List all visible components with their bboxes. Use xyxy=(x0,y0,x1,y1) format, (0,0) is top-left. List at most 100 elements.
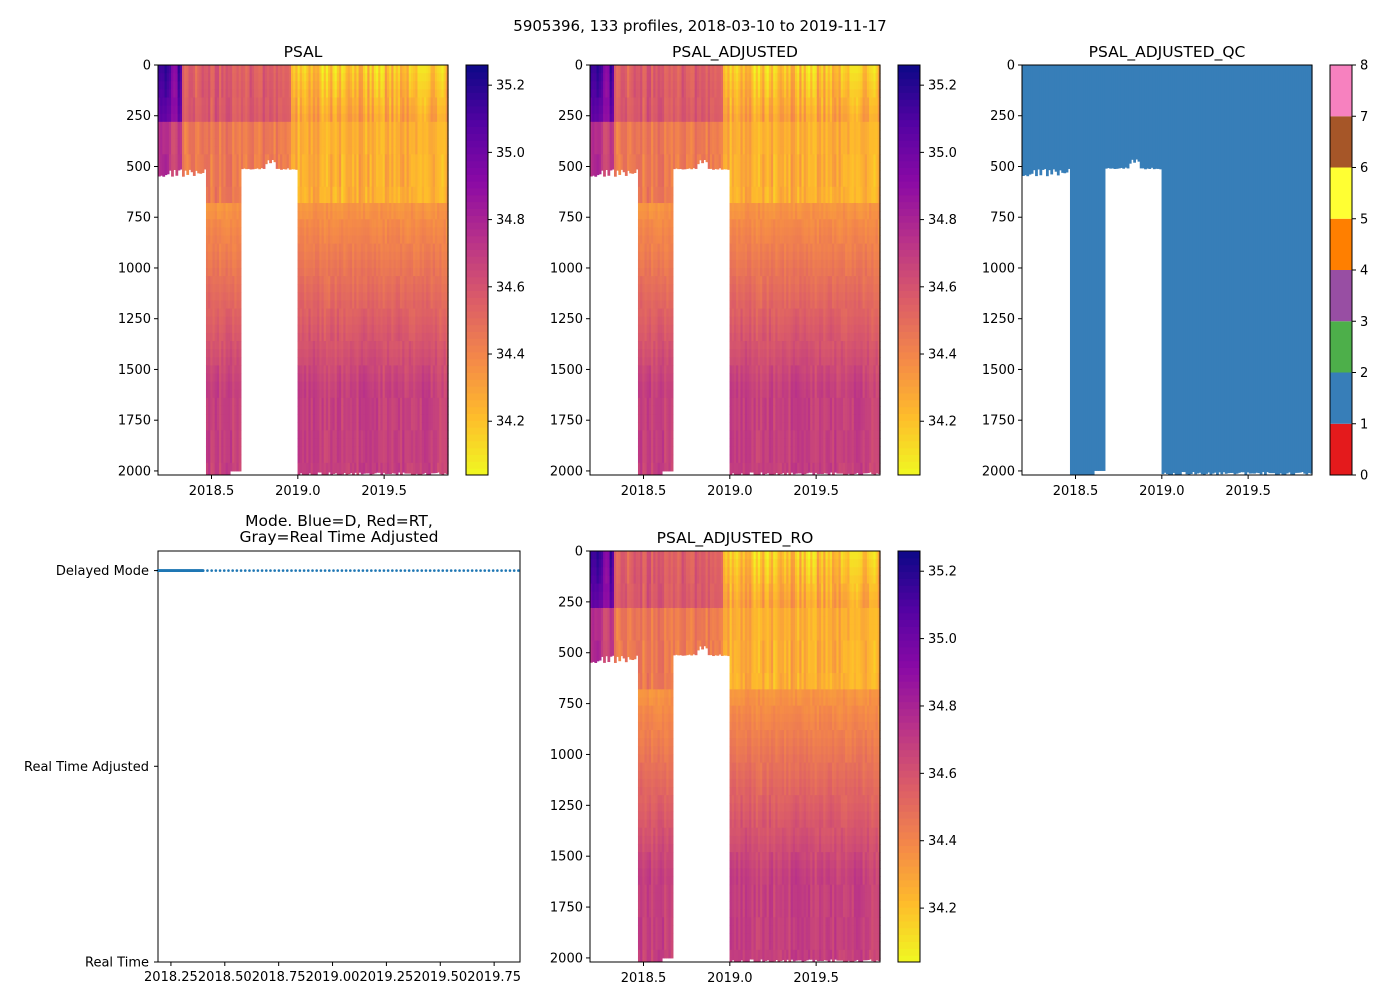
salinity-cell xyxy=(304,219,307,228)
salinity-cell xyxy=(181,162,185,172)
salinity-cell xyxy=(214,219,218,228)
salinity-cell xyxy=(208,81,211,90)
salinity-cell xyxy=(238,373,242,383)
salinity-cell xyxy=(227,397,231,407)
salinity-cell xyxy=(297,113,301,123)
salinity-cell xyxy=(214,454,218,464)
salinity-cell xyxy=(328,129,331,139)
salinity-cell xyxy=(325,462,329,472)
salinity-cell xyxy=(236,284,240,293)
salinity-cell xyxy=(232,121,235,131)
salinity-cell xyxy=(238,276,242,285)
salinity-cell xyxy=(232,365,235,375)
salinity-cell xyxy=(271,154,275,161)
salinity-cell xyxy=(195,162,198,171)
salinity-cell xyxy=(334,259,338,269)
salinity-cell xyxy=(234,405,238,415)
salinity-cell xyxy=(179,121,183,131)
salinity-cell xyxy=(208,138,211,147)
salinity-cell xyxy=(203,81,207,90)
salinity-cell xyxy=(238,454,242,464)
salinity-cell xyxy=(232,129,235,139)
salinity-cell xyxy=(304,276,307,285)
salinity-cell xyxy=(247,121,251,131)
salinity-cell xyxy=(219,194,222,204)
salinity-cell xyxy=(214,349,218,358)
salinity-cell xyxy=(227,178,231,188)
salinity-cell xyxy=(221,97,225,107)
salinity-cell xyxy=(234,194,238,204)
salinity-cell xyxy=(304,65,307,74)
salinity-cell xyxy=(301,81,305,90)
salinity-cell xyxy=(221,186,225,196)
salinity-cell xyxy=(201,138,205,147)
salinity-cell xyxy=(317,243,320,253)
salinity-cell xyxy=(299,235,303,245)
salinity-cell xyxy=(205,430,209,439)
salinity-cell xyxy=(280,121,283,131)
salinity-cell xyxy=(212,470,216,476)
salinity-cell xyxy=(310,332,314,342)
salinity-cell xyxy=(336,162,340,172)
salinity-cell xyxy=(319,349,323,358)
salinity-cell xyxy=(219,438,222,448)
salinity-cell xyxy=(306,203,310,212)
salinity-cell xyxy=(245,138,248,147)
salinity-cell xyxy=(319,300,323,310)
salinity-cell xyxy=(336,97,340,107)
salinity-cell xyxy=(312,170,316,180)
salinity-cell xyxy=(229,332,233,342)
salinity-cell xyxy=(301,235,305,245)
salinity-cell xyxy=(229,405,233,415)
salinity-cell xyxy=(234,438,238,448)
salinity-cell xyxy=(256,97,259,107)
salinity-cell xyxy=(330,454,334,464)
salinity-cell xyxy=(210,138,214,147)
salinity-cell xyxy=(234,389,238,399)
salinity-cell xyxy=(212,243,216,253)
salinity-cell xyxy=(332,259,336,269)
salinity-cell xyxy=(212,219,216,228)
salinity-cell xyxy=(317,389,320,399)
salinity-cell xyxy=(216,357,220,366)
salinity-cell xyxy=(258,105,262,115)
salinity-cell xyxy=(312,89,316,98)
salinity-cell xyxy=(277,154,281,163)
salinity-cell xyxy=(234,105,238,115)
salinity-cell xyxy=(234,211,238,220)
salinity-cell xyxy=(317,284,320,293)
salinity-cell xyxy=(225,397,229,407)
salinity-cell xyxy=(186,129,190,139)
salinity-cell xyxy=(232,414,235,423)
salinity-cell xyxy=(258,65,262,74)
salinity-cell xyxy=(286,121,290,131)
salinity-cell xyxy=(332,332,336,342)
salinity-cell xyxy=(297,300,301,310)
salinity-cell xyxy=(293,138,296,147)
salinity-cell xyxy=(332,227,336,236)
salinity-cell xyxy=(160,138,163,147)
salinity-cell xyxy=(216,430,220,439)
salinity-cell xyxy=(314,211,318,220)
salinity-cell xyxy=(317,178,320,188)
salinity-cell xyxy=(205,154,209,163)
salinity-cell xyxy=(212,97,216,107)
salinity-cell xyxy=(323,89,327,98)
salinity-cell xyxy=(328,235,331,245)
salinity-cell xyxy=(277,105,281,115)
salinity-cell xyxy=(317,316,320,326)
salinity-cell xyxy=(280,146,283,155)
salinity-cell xyxy=(297,422,301,431)
salinity-cell xyxy=(175,170,179,176)
salinity-cell xyxy=(171,73,174,82)
salinity-cell xyxy=(216,211,220,220)
salinity-cell xyxy=(308,194,312,204)
salinity-cell xyxy=(306,381,310,391)
salinity-cell xyxy=(219,300,222,310)
salinity-cell xyxy=(214,97,218,107)
salinity-cell xyxy=(234,332,238,342)
salinity-cell xyxy=(328,219,331,228)
salinity-cell xyxy=(299,470,303,474)
salinity-cell xyxy=(323,170,327,180)
salinity-cell xyxy=(236,227,240,236)
